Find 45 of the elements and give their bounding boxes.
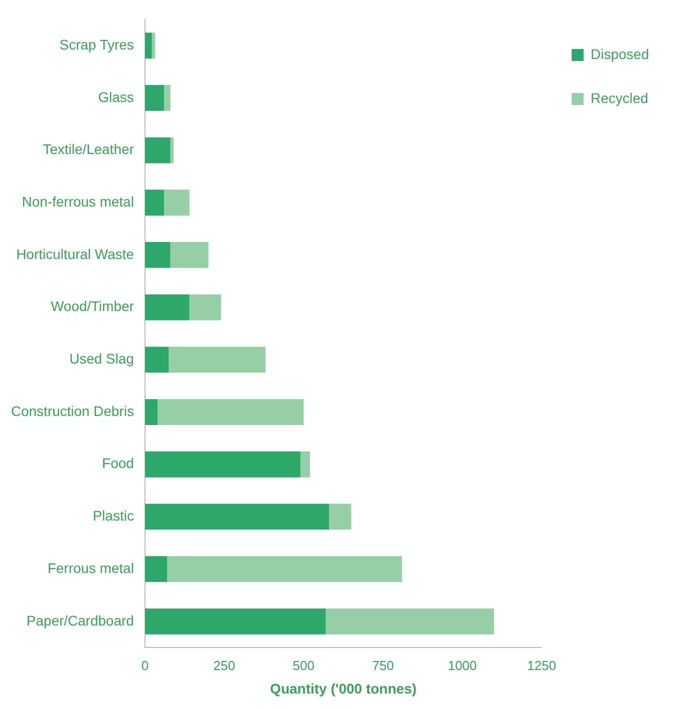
y-tick-label: Ferrous metal — [48, 560, 134, 576]
bar — [152, 32, 156, 59]
x-axis-title: Quantity ('000 tonnes) — [270, 680, 417, 696]
bar — [144, 556, 168, 582]
bar — [144, 242, 170, 268]
x-tick-label: 250 — [213, 658, 236, 673]
bar — [300, 451, 310, 478]
bar — [168, 346, 266, 373]
bar — [144, 451, 300, 478]
bar — [164, 190, 190, 216]
y-tick-label: Wood/Timber — [50, 298, 134, 314]
bar — [144, 399, 158, 425]
y-tick-label: Plastic — [92, 508, 134, 524]
bar — [170, 242, 208, 268]
y-tick-label: Non-ferrous metal — [22, 193, 134, 210]
bar — [144, 137, 170, 164]
x-tick-label: 500 — [292, 658, 314, 673]
bar — [144, 346, 169, 373]
bar — [144, 608, 326, 634]
y-tick-label: Food — [102, 455, 134, 472]
y-tick-label: Textile/Leather — [42, 141, 134, 158]
bar — [329, 504, 352, 530]
bar — [164, 84, 170, 111]
legend-label: Disposed — [590, 46, 650, 62]
x-tick-label: 0 — [141, 658, 149, 673]
legend-label: Recycled — [590, 90, 648, 106]
y-tick-label: Horticultural Waste — [16, 246, 134, 262]
y-tick-label: Used Slag — [69, 350, 134, 367]
y-tick-label: Scrap Tyres — [60, 36, 134, 52]
bar — [189, 294, 222, 320]
bar — [144, 32, 152, 59]
x-tick-label: 1000 — [448, 658, 477, 673]
bar — [170, 137, 174, 164]
bar — [144, 294, 190, 320]
bar — [144, 504, 330, 530]
bar — [144, 190, 164, 216]
bar — [326, 608, 494, 634]
y-tick-label: Paper/Cardboard — [26, 612, 134, 628]
bar — [158, 399, 304, 425]
bar — [144, 84, 164, 111]
y-tick-label: Glass — [98, 88, 134, 105]
bar — [167, 556, 402, 582]
x-tick-label: 1250 — [527, 658, 556, 673]
y-tick-label: Construction Debris — [11, 402, 134, 419]
x-tick-label: 750 — [372, 658, 394, 673]
